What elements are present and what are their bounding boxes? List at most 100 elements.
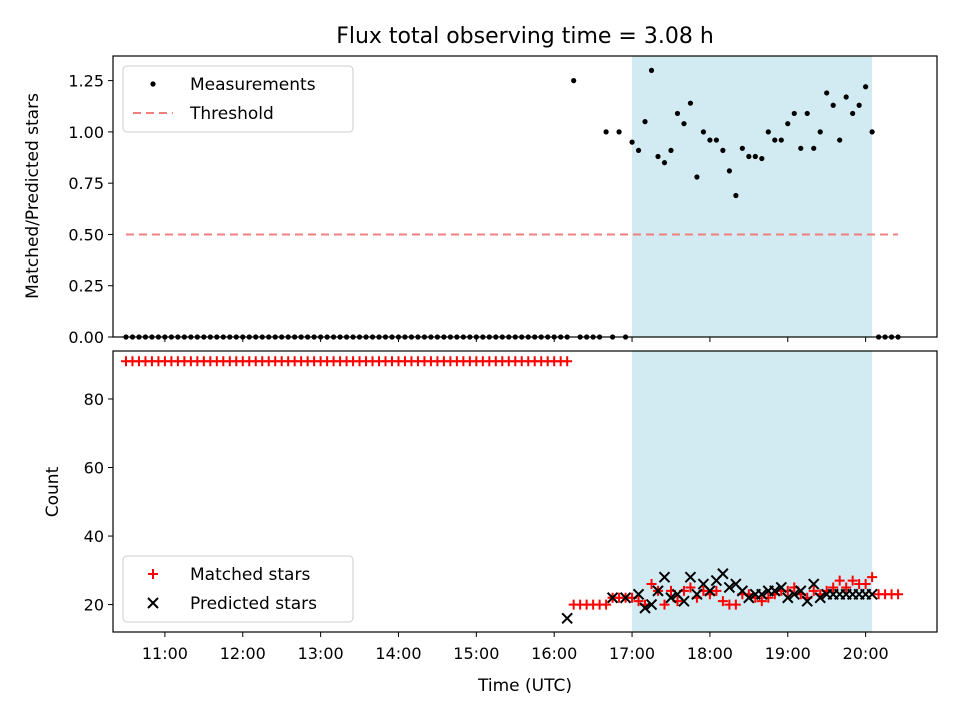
measurement-point [642,119,648,125]
measurement-point [765,129,771,135]
y-tick-label: 80 [84,390,104,409]
predicted-star-marker [658,571,671,583]
observing-interval-shade [632,56,873,337]
measurement-point [863,84,869,90]
measurement-point [635,147,642,153]
measurement-point [739,145,745,151]
measurement-point [804,110,810,117]
measurement-point [603,129,609,135]
predicted-star-marker [665,592,677,604]
measurement-point [869,129,875,135]
y-tick-label: 60 [84,459,104,478]
measurement-point [655,153,661,160]
predicted-star-marker [782,592,794,604]
measurement-point [616,129,622,135]
measurement-point [681,121,687,127]
predicted-star-marker [717,568,729,580]
x-tick-label: 20:00 [843,644,889,663]
measurement-point [668,147,674,153]
legend-x-swatch [147,597,159,609]
measurement-point [733,192,739,199]
top-panel: 0.00 0.25 0.50 0.75 1.00 1.25 Measurements Thre… [68,55,938,347]
x-tick-label: 11:00 [142,644,188,663]
matched-star-marker [711,585,722,596]
x-tick-label: 14:00 [375,644,421,663]
matched-star-marker [633,596,644,607]
predicted-star-marker [645,598,658,611]
predicted-star-marker [606,592,619,604]
predicted-star-marker [619,592,632,604]
measurement-point [726,168,732,174]
predicted-star-marker [756,588,768,601]
predicted-star-marker [639,602,651,614]
predicted-star-marker [769,585,781,597]
y-tick-label: 1.25 [68,72,104,91]
measurement-point [850,110,856,117]
matched-star-marker [834,575,845,586]
measurement-point [798,145,804,151]
predicted-star-marker [678,595,690,607]
legend-label: Matched stars [190,565,310,585]
matched-star-marker [646,579,657,590]
y-tick-label: 0.50 [68,225,104,244]
predicted-star-marker [808,578,820,590]
bottom-y-axis-label: Count [43,466,63,517]
measurement-point [720,147,726,153]
measurement-point [707,137,713,143]
predicted-star-marker [775,581,787,594]
x-tick-label: 18:00 [687,644,733,663]
bottom-panel: 20 40 60 80 11:00 12:00 13:00 14:00 15:00 16:00 17… [84,350,938,663]
predicted-star-marker [652,585,664,597]
measurement-point [752,153,758,160]
x-tick-label: 13:00 [298,644,344,663]
matched-star-marker [601,599,612,610]
matched-star-marker [867,572,878,583]
predicted-star-marker [801,595,813,607]
y-tick-label: 0.75 [68,174,104,193]
measurement-point [785,121,791,127]
legend-box [122,555,354,623]
predicted-star-marker [684,571,697,583]
x-tick-label: 17:00 [609,644,655,663]
y-tick-label: 0.00 [68,328,104,347]
y-tick-label: 1.00 [68,123,104,142]
predicted-star-marker [561,612,573,625]
measurement-point [713,137,720,143]
measurement-point [843,94,849,100]
matched-star-marker [893,589,904,600]
axes-frame [112,350,938,633]
measurement-point [791,110,797,117]
predicted-star-marker [814,592,826,604]
predicted-star-marker [788,588,800,601]
measurement-point [817,129,823,135]
legend: Matched stars Predicted stars [122,555,354,623]
legend-label: Predicted stars [190,594,317,614]
legend-box [122,65,354,133]
matched-star-marker [828,582,839,593]
legend-label: Threshold [189,104,274,124]
measurement-point [661,160,668,166]
x-tick-label: 16:00 [531,644,577,663]
measurement-point [856,102,862,108]
predicted-star-marker [866,588,878,601]
legend: Measurements Threshold [122,65,354,133]
measurement-point [571,78,577,84]
measurement-point [700,129,707,135]
legend-dot-swatch [150,81,156,87]
measurement-point [629,139,635,145]
measurement-point [687,100,694,106]
y-tick-label: 40 [84,527,104,546]
chart-title: Flux total observing time = 3.08 h [336,24,714,49]
measurement-point [837,137,843,143]
predicted-star-marker [704,585,716,597]
legend-label: Measurements [190,75,316,95]
matched-star-marker [847,575,858,586]
matched-star-marker [730,599,741,610]
measurement-point [746,153,752,160]
measurement-point [772,137,778,143]
measurement-point [830,102,836,108]
measurement-point [759,155,765,162]
matched-star-marker [808,585,819,596]
measurement-point [694,174,700,180]
